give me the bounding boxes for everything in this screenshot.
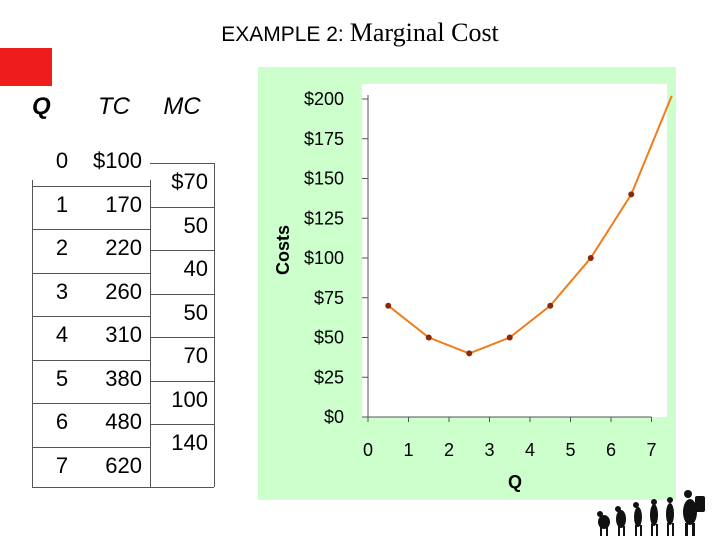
x-tick-label: 7	[646, 440, 656, 460]
x-tick-label: 5	[565, 440, 575, 460]
mc-data-point	[587, 255, 594, 261]
y-tick-label: $100	[304, 248, 344, 268]
table-row-q: 2	[55, 235, 69, 260]
y-tick-label: $150	[304, 169, 344, 189]
table-row-q: 4	[55, 322, 69, 347]
table-rule	[214, 163, 215, 487]
table-rule	[32, 229, 150, 230]
slide-title: EXAMPLE 2: Marginal Cost	[0, 18, 720, 52]
y-tick-label: $0	[324, 407, 344, 427]
table-rule	[150, 206, 214, 208]
table-rule	[32, 272, 150, 274]
table-mc-value: 100	[171, 386, 208, 412]
y-axis-title: Costs	[273, 225, 293, 275]
mc-data-point	[425, 334, 432, 341]
mc-data-point	[628, 191, 635, 198]
y-tick-label: $200	[304, 89, 344, 109]
x-tick-label: 0	[363, 440, 373, 460]
mc-data-point	[466, 350, 473, 357]
table-rule	[150, 163, 214, 164]
table-mc-value: $70	[171, 169, 208, 194]
mc-data-point	[385, 302, 392, 309]
table-row-tc: 220	[105, 235, 142, 260]
table-rule	[150, 337, 214, 338]
x-tick-label: 2	[444, 440, 454, 460]
table-mc-value: 50	[183, 299, 208, 325]
mc-line-extension	[630, 95, 673, 195]
table-rule	[32, 316, 150, 317]
table-mc-value: 70	[183, 343, 208, 368]
table-row-tc: 480	[105, 409, 142, 434]
table-mc-value: 140	[171, 430, 208, 455]
table-row-q: 5	[55, 365, 69, 391]
table-row-tc: 170	[105, 191, 142, 217]
table-rule	[150, 293, 214, 295]
red-square-decoration	[0, 48, 52, 86]
x-tick-label: 6	[606, 440, 616, 460]
title-sub: Marginal Cost	[349, 18, 499, 47]
table-row-q: 1	[55, 191, 69, 217]
x-tick-label: 3	[484, 440, 494, 460]
table-mc-value: 50	[183, 212, 208, 238]
y-tick-label: $125	[304, 208, 344, 228]
table-row-q: 6	[55, 409, 69, 434]
table-rule	[150, 380, 214, 382]
table-rule	[150, 487, 214, 488]
mc-data-point	[506, 334, 513, 341]
table-rule	[32, 446, 150, 448]
table-row-q: 7	[55, 452, 69, 478]
table-mc-value: 40	[183, 256, 208, 281]
table-rule	[32, 403, 150, 404]
y-tick-label: $50	[314, 328, 344, 348]
header-q: Q	[32, 93, 51, 120]
x-axis-title: Q	[508, 472, 522, 492]
table-rule	[32, 359, 150, 361]
table-rule	[150, 180, 151, 487]
table-rule	[32, 180, 33, 487]
table-row-tc: 310	[105, 322, 142, 347]
x-tick-label: 4	[525, 440, 535, 460]
table-row-q: 3	[55, 278, 69, 304]
table-row-tc: 620	[105, 452, 142, 478]
table-row-tc: 380	[105, 365, 142, 391]
table-row-q: 0	[55, 148, 69, 173]
table-rule	[32, 487, 150, 488]
mc-data-point	[547, 302, 554, 309]
table-rule	[150, 424, 214, 425]
table-rule	[32, 185, 150, 187]
x-tick-label: 1	[403, 440, 413, 460]
table-row-tc: $100	[93, 148, 142, 173]
table-rule	[150, 250, 214, 251]
y-tick-label: $175	[304, 129, 344, 149]
human-evolution-icon	[597, 490, 705, 536]
table-row-tc: 260	[105, 278, 142, 304]
y-tick-label: $75	[314, 288, 344, 308]
header-mc: MC	[163, 93, 201, 120]
y-tick-label: $25	[314, 367, 344, 387]
plot-area	[362, 84, 667, 417]
header-tc: TC	[98, 93, 130, 120]
title-main: EXAMPLE 2:	[221, 23, 344, 46]
cost-table: Q TC MC 0 $100 1 170 2 220 3 260 4 310 5 380 6 480 7 62…	[0, 0, 250, 540]
